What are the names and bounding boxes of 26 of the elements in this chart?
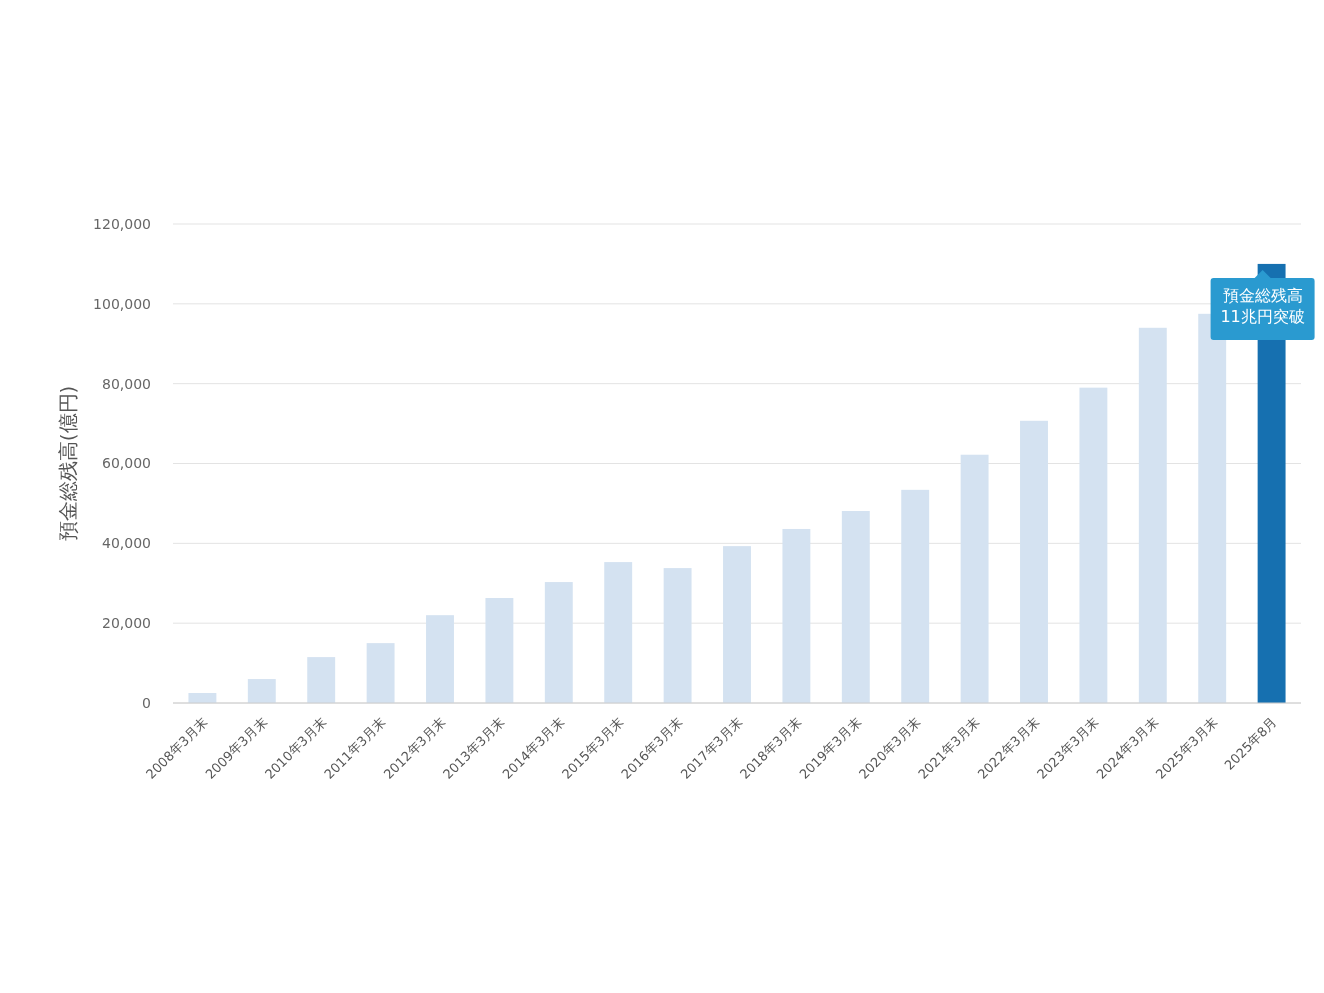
bar (307, 657, 336, 703)
bar (247, 679, 276, 703)
bar (544, 582, 573, 703)
bar (960, 454, 989, 703)
bar (841, 511, 870, 703)
y-tick-label: 0 (142, 694, 151, 711)
y-tick-label: 80,000 (102, 375, 151, 392)
bar (604, 562, 633, 703)
bar (901, 489, 930, 703)
annotation: 預金総残高 11兆円突破 (1220, 285, 1305, 326)
y-axis-title: 預金総残高(億円) (56, 385, 80, 542)
y-tick-label: 20,000 (102, 615, 151, 632)
y-tick-label: 120,000 (93, 215, 151, 232)
bar (366, 643, 395, 703)
y-tick-label: 60,000 (102, 455, 151, 472)
y-tick-label: 100,000 (93, 295, 151, 312)
bar (663, 568, 692, 703)
bar (426, 615, 454, 703)
bar (782, 528, 811, 703)
bar (1138, 327, 1167, 703)
bar (485, 598, 514, 703)
bar (1020, 420, 1048, 703)
y-tick-label: 40,000 (102, 535, 151, 552)
bar (1079, 387, 1108, 703)
bar (188, 693, 217, 703)
bar (723, 546, 751, 703)
